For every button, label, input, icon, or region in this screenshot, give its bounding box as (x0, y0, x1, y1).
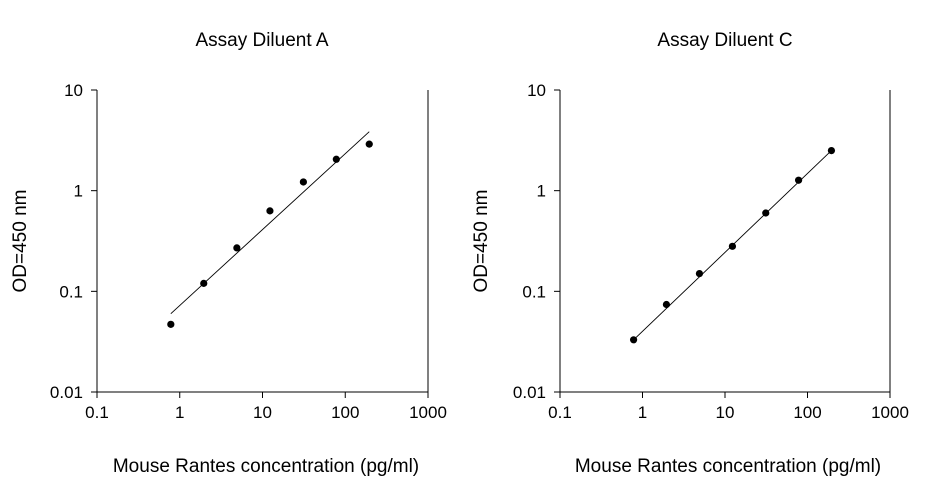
data-point (662, 300, 671, 309)
data-point (728, 242, 737, 250)
y-tick-label: 10 (64, 81, 83, 100)
data-point (332, 155, 340, 163)
x-tick-label: 0.1 (548, 403, 572, 422)
x-tick-label: 1 (175, 403, 184, 422)
data-point (794, 176, 803, 184)
x-axis-label: Mouse Rantes concentration (pg/ml) (575, 456, 881, 477)
data-point (695, 270, 704, 278)
x-tick-label: 10 (716, 403, 735, 422)
data-point (266, 207, 274, 215)
y-axis-label: OD=450 nm (10, 190, 31, 293)
data-point (827, 147, 836, 155)
y-tick-label: 10 (527, 81, 546, 100)
chart-title: Assay Diluent A (195, 30, 328, 51)
data-point (233, 244, 241, 252)
y-tick-label: 1 (74, 182, 83, 201)
x-tick-label: 1 (638, 403, 647, 422)
chart-panel-assay-diluent-a: Assay Diluent A Mouse Rantes concentrati… (10, 30, 447, 477)
x-axis-label: Mouse Rantes concentration (pg/ml) (113, 456, 419, 477)
y-axis-label: OD=450 nm (471, 190, 492, 293)
data-point (629, 336, 638, 344)
data-point (299, 178, 307, 186)
chart-title: Assay Diluent C (657, 30, 792, 51)
x-tick-label: 1000 (409, 403, 447, 422)
x-tick-label: 1000 (871, 403, 909, 422)
data-point (200, 279, 208, 287)
x-tick-label: 10 (253, 403, 272, 422)
data-point (167, 320, 175, 328)
x-tick-label: 100 (793, 403, 821, 422)
y-tick-label: 0.01 (50, 383, 83, 402)
data-point (365, 140, 373, 148)
data-point (762, 209, 770, 217)
y-tick-label: 0.1 (522, 282, 546, 301)
x-tick-label: 100 (331, 403, 359, 422)
chart-panel-assay-diluent-c: Assay Diluent C Mouse Rantes concentrati… (471, 30, 909, 477)
y-tick-label: 0.01 (513, 383, 546, 402)
y-tick-label: 0.1 (59, 282, 83, 301)
x-tick-label: 0.1 (85, 403, 109, 422)
y-tick-label: 1 (537, 182, 546, 201)
